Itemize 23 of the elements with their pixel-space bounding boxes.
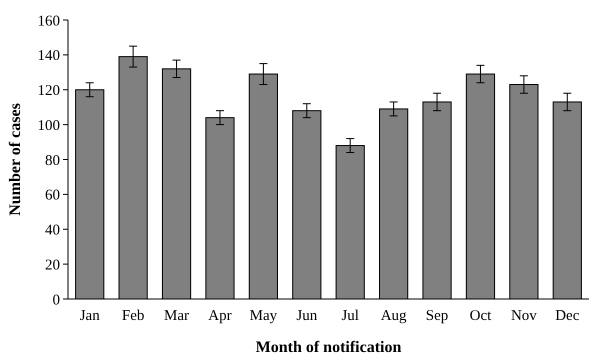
x-tick-label: Jul	[341, 308, 359, 324]
y-tick-label: 100	[38, 118, 60, 134]
y-tick-label: 40	[45, 222, 60, 238]
x-tick-label: Feb	[122, 308, 144, 324]
y-axis-title: Number of cases	[7, 103, 24, 216]
x-tick-label: Aug	[380, 308, 408, 324]
x-tick-label: Jun	[296, 308, 318, 324]
x-axis-title: Month of notification	[256, 339, 402, 356]
x-tick-label: Sep	[426, 308, 448, 324]
y-tick-label: 0	[52, 292, 60, 308]
x-tick-label: May	[250, 308, 278, 324]
x-tick-label: Nov	[510, 308, 538, 324]
x-tick-label: Mar	[164, 308, 190, 324]
x-tick-label: Apr	[208, 308, 232, 324]
y-tick-label: 20	[45, 257, 60, 274]
y-tick-label: 160	[38, 13, 60, 30]
y-tick-label: 140	[38, 48, 60, 64]
y-tick-label: 120	[38, 83, 60, 99]
y-tick-label: 60	[45, 188, 60, 204]
x-tick-label: Oct	[470, 308, 492, 324]
x-tick-label: Jan	[80, 308, 100, 324]
x-tick-label: Dec	[555, 308, 580, 324]
y-tick-label: 80	[45, 152, 60, 169]
